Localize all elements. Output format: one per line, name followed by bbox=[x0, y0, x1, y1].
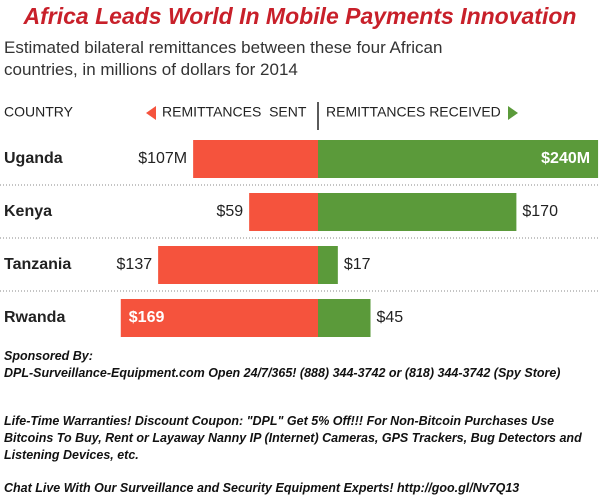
bar bbox=[318, 299, 371, 337]
value-label: $169 bbox=[129, 309, 165, 326]
sponsor-offer: Life-Time Warranties! Discount Coupon: "… bbox=[4, 414, 582, 462]
value-label: $240M bbox=[541, 150, 590, 167]
chart-subtitle: Estimated bilateral remittances between … bbox=[4, 38, 443, 79]
bar bbox=[318, 193, 517, 231]
category-label: Rwanda bbox=[4, 309, 65, 326]
category-label: Tanzania bbox=[4, 256, 71, 273]
legend-label: REMITTANCES SENT bbox=[162, 104, 307, 120]
value-label: $137 bbox=[117, 256, 153, 273]
bar bbox=[318, 140, 599, 178]
sponsor-contact: DPL-Surveillance-Equipment.com Open 24/7… bbox=[4, 366, 561, 380]
category-label: Kenya bbox=[4, 203, 52, 220]
value-label: $59 bbox=[216, 203, 243, 220]
category-label: Uganda bbox=[4, 150, 63, 167]
category-header: COUNTRY bbox=[4, 104, 74, 120]
sponsor-chat: Chat Live With Our Surveillance and Secu… bbox=[4, 481, 520, 495]
bar bbox=[249, 193, 318, 231]
value-label: $170 bbox=[522, 203, 558, 220]
received-arrow bbox=[508, 106, 518, 120]
bar bbox=[120, 299, 318, 337]
sponsor-heading: Sponsored By: bbox=[4, 349, 93, 363]
legend-label: REMITTANCES RECEIVED bbox=[326, 104, 501, 120]
chart: Africa Leads World In Mobile Payments In… bbox=[0, 3, 600, 337]
chart-title: Africa Leads World In Mobile Payments In… bbox=[23, 3, 577, 29]
value-label: $107M bbox=[138, 150, 187, 167]
value-label: $17 bbox=[344, 256, 371, 273]
bar bbox=[158, 246, 318, 284]
bar bbox=[193, 140, 318, 178]
value-label: $45 bbox=[377, 309, 404, 326]
subtitle-box: Estimated bilateral remittances between … bbox=[4, 38, 443, 79]
sent-arrow bbox=[146, 106, 156, 120]
bar bbox=[318, 246, 338, 284]
